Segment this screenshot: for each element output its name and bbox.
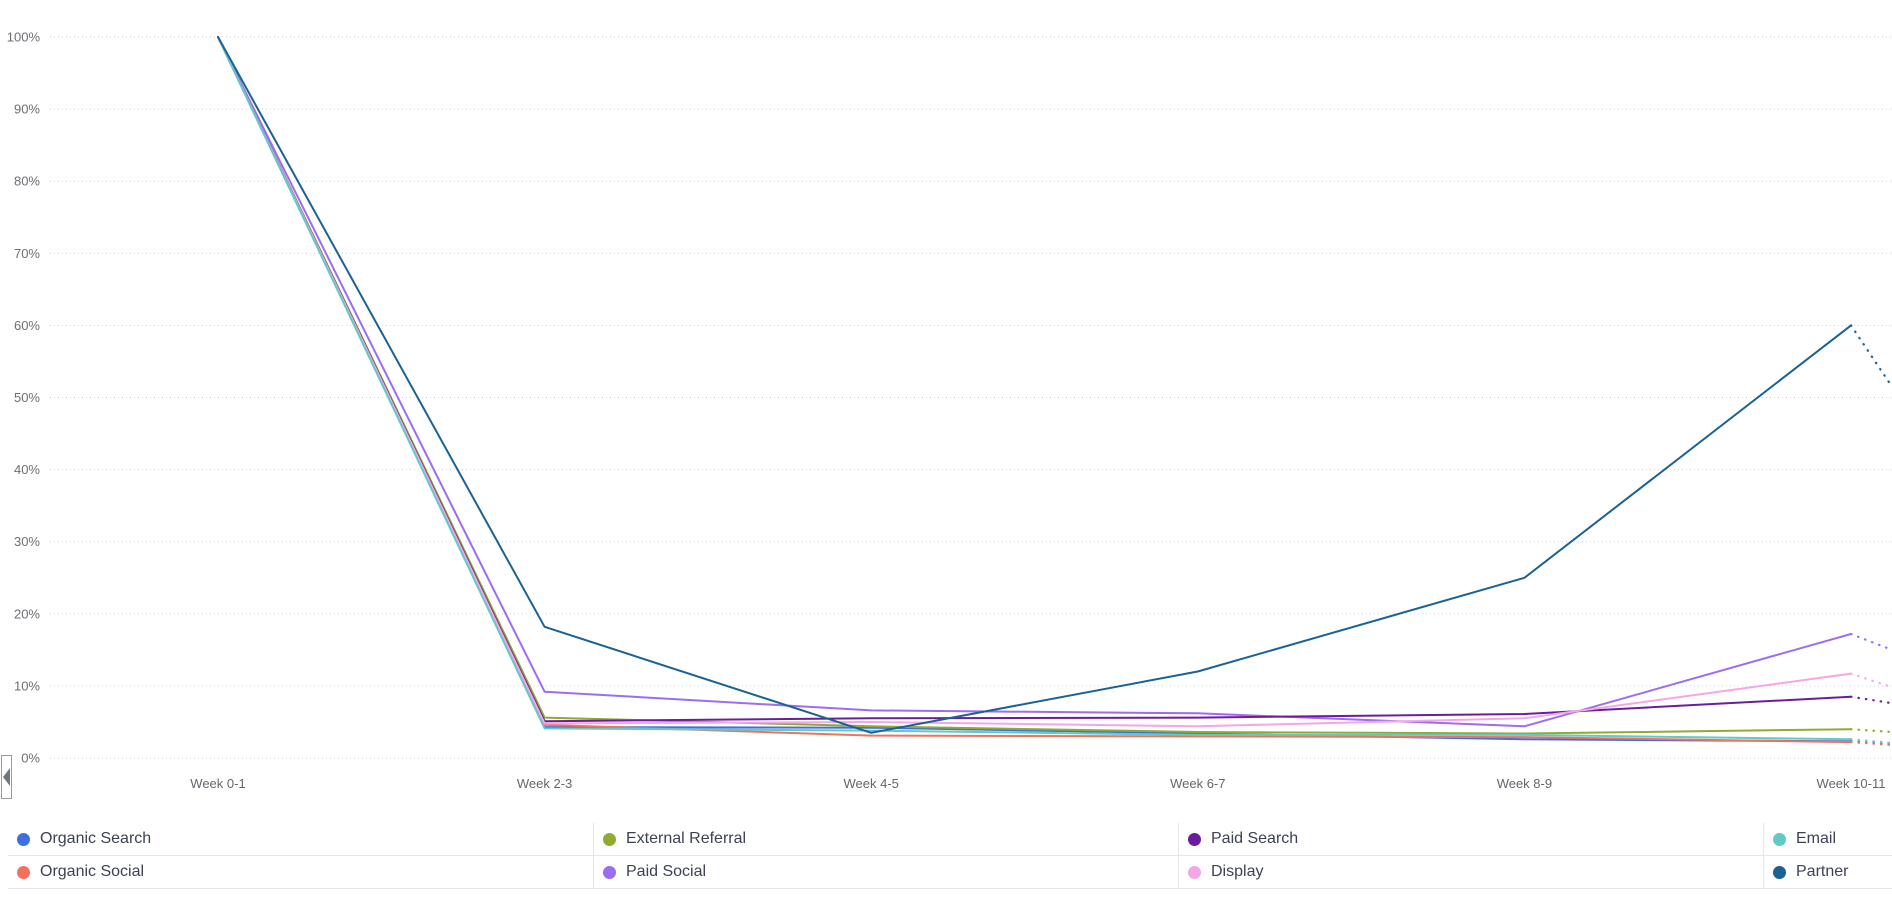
- series-line-paid-search: [217, 36, 1852, 723]
- retention-line-chart: 0% 10% 20% 30% 40% 50% 60% 70% 80% 90% 100% Week 0-…: [7, 30, 1892, 791]
- legend-item-label: Email: [1796, 830, 1837, 847]
- x-axis-tick-label: Week 6-7: [1170, 776, 1225, 791]
- legend-item-external-referral[interactable]: External Referral: [593, 823, 1178, 856]
- y-axis-tick-label: 100%: [7, 30, 41, 45]
- legend-item-label: Paid Social: [626, 863, 707, 880]
- series-line-organic-social: [217, 36, 1852, 744]
- chart-legend: Organic Search Organic Social External Ref…: [8, 823, 1892, 889]
- series-line-paid-social: [217, 36, 1852, 728]
- y-axis-tick-label: 60%: [14, 318, 40, 333]
- y-axis-tick-label: 20%: [14, 606, 40, 621]
- collapse-panel-button[interactable]: [1, 755, 12, 799]
- legend-item-label: Partner: [1796, 863, 1849, 880]
- series-line-partner: [217, 36, 1852, 734]
- legend-color-dot-icon: [17, 865, 30, 879]
- legend-item-paid-search[interactable]: Paid Search: [1178, 823, 1763, 856]
- legend-color-dot-icon: [603, 865, 616, 879]
- x-axis-tick-label: Week 0-1: [190, 776, 245, 791]
- y-axis-tick-label: 30%: [14, 534, 40, 549]
- y-axis-tick-label: 40%: [14, 462, 40, 477]
- series-projection-paid-search: [1849, 695, 1892, 705]
- legend-color-dot-icon: [17, 832, 30, 846]
- y-axis-tick-label: 50%: [14, 390, 40, 405]
- x-axis-tick-label: Week 8-9: [1497, 776, 1552, 791]
- legend-item-paid-social[interactable]: Paid Social: [593, 856, 1178, 889]
- series-projection-paid-social: [1849, 632, 1892, 652]
- y-axis-tick-label: 70%: [14, 246, 40, 261]
- legend-item-label: External Referral: [626, 830, 747, 847]
- series-projection-email: [1849, 738, 1892, 745]
- series-projection-organic-search: [1849, 740, 1892, 746]
- series-line-organic-search: [217, 36, 1852, 743]
- x-axis-tick-label: Week 2-3: [517, 776, 572, 791]
- series-projection-organic-social: [1849, 740, 1892, 747]
- y-axis-tick-label: 80%: [14, 174, 40, 189]
- legend-item-email[interactable]: Email: [1763, 823, 1892, 856]
- legend-color-dot-icon: [1773, 832, 1786, 846]
- legend-item-display[interactable]: Display: [1178, 856, 1763, 889]
- y-axis-tick-label: 10%: [14, 678, 40, 693]
- legend-item-label: Paid Search: [1211, 830, 1299, 847]
- series-line-external-referral: [217, 36, 1852, 735]
- triangle-left-icon: [3, 768, 10, 786]
- legend-item-label: Organic Search: [40, 830, 152, 847]
- legend-color-dot-icon: [1188, 865, 1201, 879]
- legend-item-label: Display: [1211, 863, 1264, 880]
- series-line-email: [217, 36, 1852, 741]
- x-axis-tick-label: Week 4-5: [843, 776, 898, 791]
- legend-item-organic-search[interactable]: Organic Search: [8, 823, 593, 856]
- x-axis-tick-label: Week 10-11: [1817, 776, 1886, 791]
- legend-item-label: Organic Social: [40, 863, 145, 880]
- series-projection-external-referral: [1849, 728, 1892, 734]
- legend-color-dot-icon: [603, 832, 616, 846]
- legend-item-partner[interactable]: Partner: [1763, 856, 1892, 889]
- series-projection-display: [1849, 672, 1892, 689]
- legend-item-organic-social[interactable]: Organic Social: [8, 856, 593, 889]
- legend-color-dot-icon: [1188, 832, 1201, 846]
- y-axis-tick-label: 90%: [14, 102, 40, 117]
- series-line-display: [217, 36, 1852, 728]
- series-projection-partner: [1849, 324, 1892, 388]
- y-axis-tick-label: 0%: [21, 751, 40, 766]
- legend-color-dot-icon: [1773, 865, 1786, 879]
